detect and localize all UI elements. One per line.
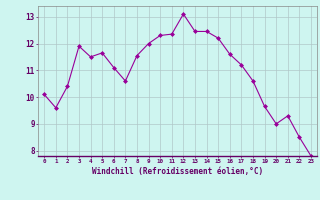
X-axis label: Windchill (Refroidissement éolien,°C): Windchill (Refroidissement éolien,°C) [92,167,263,176]
